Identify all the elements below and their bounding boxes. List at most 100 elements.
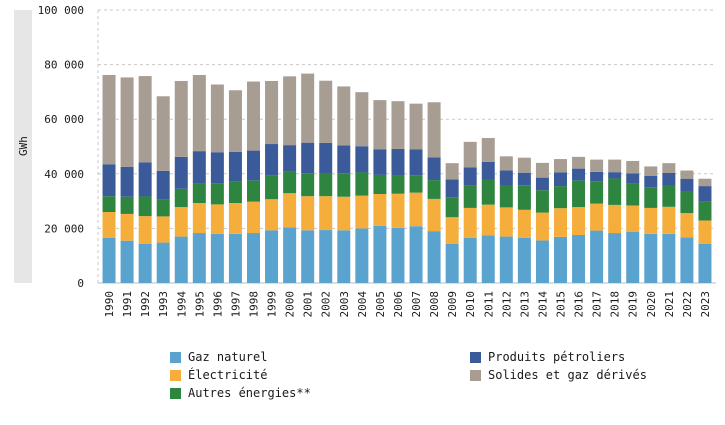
bar-segment — [590, 203, 604, 231]
bar-segment — [102, 164, 116, 197]
x-tick-label: 1990 — [103, 291, 116, 318]
x-tick-label: 2014 — [536, 291, 549, 318]
bar-segment — [572, 180, 586, 208]
x-tick-label: 2017 — [591, 291, 604, 318]
bar-segment — [373, 174, 387, 194]
bar-segment — [572, 207, 586, 235]
legend-swatch — [170, 369, 181, 381]
bar-segment — [192, 183, 206, 204]
x-tick-label: 2020 — [645, 291, 658, 318]
bar-segment — [680, 191, 694, 214]
bar-segment — [247, 180, 260, 202]
bar-segment — [463, 185, 477, 208]
bar-segment — [517, 157, 531, 173]
bar-segment — [355, 228, 369, 283]
bar-segment — [210, 152, 224, 184]
x-tick-label: 1991 — [121, 291, 134, 318]
bar-segment — [698, 201, 712, 221]
bar-segment — [355, 146, 369, 173]
x-tick-label: 2005 — [374, 291, 387, 318]
bar-segment — [156, 242, 170, 283]
x-tick-label: 2001 — [302, 291, 315, 318]
bar-segment — [608, 159, 622, 173]
bar-segment — [590, 181, 604, 204]
bar-segment — [698, 178, 712, 187]
bar-segment — [626, 205, 640, 232]
bar-segment — [102, 212, 116, 238]
bar-segment — [554, 186, 567, 209]
bar-segment — [572, 168, 586, 181]
legend-label: Produits pétroliers — [488, 350, 626, 364]
bar-segment — [554, 208, 567, 237]
bar-segment — [247, 81, 260, 151]
y-tick-labels: 0 20 000 40 000 60 000 80 000 100 000 — [38, 4, 84, 290]
bars — [102, 73, 712, 283]
bar-segment — [427, 231, 441, 283]
bar-segment — [517, 185, 531, 210]
bar-segment — [481, 138, 495, 162]
bar-segment — [373, 225, 387, 283]
y-tick-label: 60 000 — [44, 113, 84, 126]
bar-segment — [463, 237, 477, 283]
bar-segment — [210, 233, 224, 283]
bar-segment — [481, 161, 495, 180]
bar-segment — [156, 199, 170, 217]
bar-segment — [662, 233, 676, 283]
bar-segment — [535, 190, 549, 213]
x-tick-label: 2011 — [482, 291, 495, 318]
bar-segment — [265, 175, 279, 200]
bar-segment — [120, 166, 134, 197]
x-tick-label: 2006 — [392, 291, 405, 318]
bar-segment — [265, 230, 279, 283]
bar-segment — [337, 173, 351, 197]
bar-segment — [156, 96, 170, 171]
bar-segment — [662, 163, 676, 173]
bar-segment — [156, 216, 170, 243]
bar-segment — [355, 172, 369, 196]
bar-segment — [102, 237, 116, 283]
legend-item-gaz-naturel: Gaz naturel — [170, 350, 267, 364]
bar-segment — [535, 162, 549, 178]
bar-segment — [102, 74, 116, 165]
bar-segment — [120, 240, 134, 283]
legend-swatch — [470, 351, 481, 363]
x-tick-label: 2010 — [464, 291, 477, 318]
bar-segment — [247, 150, 260, 181]
bar-segment — [319, 80, 333, 143]
bar-segment — [265, 80, 279, 145]
bar-segment — [499, 185, 513, 208]
bar-segment — [391, 227, 405, 283]
bar-segment — [427, 157, 441, 181]
bar-segment — [662, 185, 676, 207]
bar-segment — [138, 216, 152, 244]
x-tick-label: 2002 — [320, 291, 333, 318]
y-axis-unit-label: GWh — [17, 136, 30, 156]
bar-segment — [626, 231, 640, 283]
bar-segment — [680, 237, 694, 283]
gridlines — [97, 9, 716, 284]
bar-segment — [427, 180, 441, 199]
bar-segment — [138, 162, 152, 197]
bar-segment — [138, 76, 152, 163]
bar-segment — [680, 178, 694, 191]
x-tick-label: 2018 — [609, 291, 622, 318]
bar-segment — [590, 159, 604, 172]
bar-segment — [301, 173, 315, 197]
bar-segment — [192, 203, 206, 234]
bar-segment — [499, 236, 513, 283]
bar-segment — [608, 233, 622, 283]
bar-segment — [409, 192, 423, 227]
bar-segment — [283, 145, 297, 172]
legend-swatch — [170, 387, 181, 399]
y-tick-label: 100 000 — [38, 4, 84, 17]
bar-segment — [301, 73, 315, 143]
bar-segment — [590, 230, 604, 283]
x-tick-label: 2013 — [518, 291, 531, 318]
bar-segment — [409, 103, 423, 150]
y-tick-label: 40 000 — [44, 168, 84, 181]
bar-segment — [608, 204, 622, 234]
bar-segment — [174, 156, 188, 189]
bar-segment — [283, 193, 297, 228]
bar-segment — [337, 145, 351, 174]
stacked-bar-chart: GWh 0 20 000 40 000 60 000 80 000 100 000 199… — [14, 4, 716, 318]
